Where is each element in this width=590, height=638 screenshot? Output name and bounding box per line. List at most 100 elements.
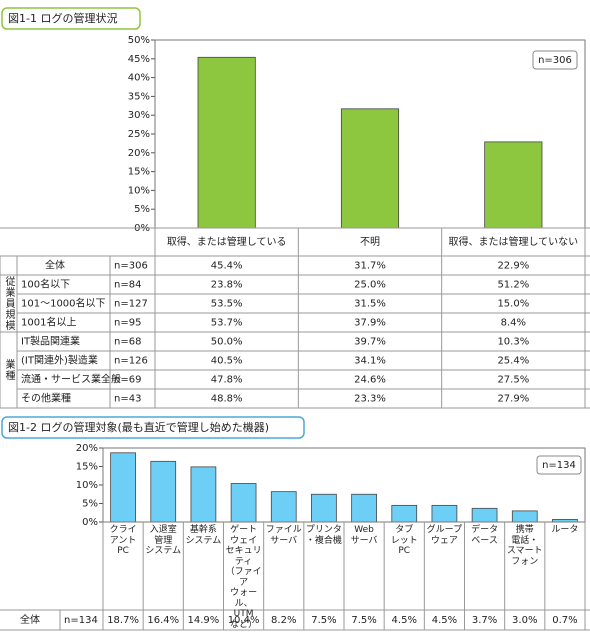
x-tick-label: クライ アント PC	[109, 525, 137, 556]
value-label: 4.5%	[432, 615, 457, 626]
x-tick-label: 入退室 管理 システム	[145, 525, 182, 556]
value-label: 18.7%	[107, 615, 139, 626]
table-cell: 25.0%	[354, 280, 386, 291]
y-tick-label: 15%	[76, 462, 98, 473]
x-tick-label: Web サーバ	[350, 525, 378, 546]
bar	[431, 504, 458, 523]
group-label: 業種	[3, 358, 15, 381]
value-label: 3.7%	[472, 615, 497, 626]
row-n: n=84	[114, 280, 141, 291]
annotation-box	[532, 50, 578, 70]
table-cell: 27.5%	[497, 375, 529, 386]
y-tick-label: 45%	[128, 54, 150, 65]
table-cell: 40.5%	[211, 356, 243, 367]
x-tick-label: ファイル サーバ	[265, 525, 302, 546]
row-n: n=306	[114, 261, 148, 272]
y-tick-label: 40%	[128, 73, 150, 84]
bar	[511, 510, 538, 523]
table-cell: 39.7%	[354, 337, 386, 348]
y-tick-label: 5%	[134, 204, 150, 215]
row-label: 全体	[45, 259, 65, 272]
x-tick-label: ゲート ウェイ セキュリ ティ （ファイア ウォール、 UTM など）	[225, 525, 262, 630]
annotation-box	[536, 455, 582, 475]
table-cell: 23.8%	[211, 280, 243, 291]
table-cell: 45.4%	[211, 261, 243, 272]
table-cell: 24.6%	[354, 375, 386, 386]
table-cell: 22.9%	[497, 261, 529, 272]
row-n: n=134	[64, 615, 98, 626]
bar	[197, 56, 256, 229]
row-label: 1001名以上	[21, 316, 76, 329]
bar	[270, 491, 297, 523]
bar	[391, 504, 418, 523]
value-label: 3.0%	[512, 615, 537, 626]
column-header: 取得、または管理している	[167, 235, 287, 248]
bar	[351, 493, 377, 523]
value-label: 8.2%	[271, 615, 296, 626]
x-tick-label: グループ ウェア	[426, 525, 463, 546]
y-tick-label: 10%	[76, 480, 98, 491]
row-label: 全体	[20, 613, 40, 626]
row-label: その他業種	[21, 392, 71, 405]
value-label: 16.4%	[147, 615, 179, 626]
table-cell: 31.5%	[354, 299, 386, 310]
table-cell: 8.4%	[501, 318, 526, 329]
table-cell: 27.9%	[497, 394, 529, 405]
bar	[110, 452, 136, 523]
bar	[340, 108, 400, 229]
x-tick-label: 携帯 電話・ スマート フォン	[506, 525, 543, 567]
y-tick-label: 30%	[128, 110, 150, 121]
x-tick-label: データ ベース	[471, 525, 499, 546]
y-tick-label: 15%	[128, 167, 150, 178]
table-cell: 53.7%	[211, 318, 243, 329]
row-label: IT製品関連業	[21, 335, 80, 348]
chart-title: 図1-2 ログの管理対象(最も直近で管理し始めた機器)	[8, 420, 269, 434]
y-tick-label: 0%	[82, 517, 98, 528]
row-n: n=126	[114, 356, 148, 367]
y-tick-label: 10%	[128, 185, 150, 196]
annotation: n=134	[542, 460, 576, 471]
annotation: n=306	[538, 55, 572, 66]
table-cell: 53.5%	[211, 299, 243, 310]
table-cell: 50.0%	[211, 337, 243, 348]
x-tick-label: タブ レット PC	[390, 525, 418, 556]
row-n: n=95	[114, 318, 141, 329]
row-n: n=127	[114, 299, 148, 310]
row-label: 流通・サービス業全般	[21, 373, 121, 386]
row-label: (IT関連外)製造業	[21, 354, 98, 367]
x-tick-label: プリンタ ・複合機	[305, 525, 342, 546]
y-tick-label: 35%	[128, 91, 150, 102]
row-n: n=69	[114, 375, 141, 386]
y-tick-label: 25%	[128, 129, 150, 140]
title-box	[1, 7, 141, 30]
table-cell: 48.8%	[211, 394, 243, 405]
y-tick-label: 5%	[82, 499, 98, 510]
bar	[311, 493, 337, 523]
row-n: n=68	[114, 337, 141, 348]
x-tick-label: ルータ	[551, 525, 579, 535]
table-cell: 47.8%	[211, 375, 243, 386]
y-tick-label: 20%	[128, 148, 150, 159]
table-cell: 37.9%	[354, 318, 386, 329]
value-label: 14.9%	[188, 615, 220, 626]
value-label: 4.5%	[392, 615, 417, 626]
bar	[190, 466, 217, 523]
table-cell: 23.3%	[354, 394, 386, 405]
bar	[230, 483, 257, 523]
row-n: n=43	[114, 394, 141, 405]
column-header: 不明	[360, 236, 380, 248]
value-label: 10.4%	[228, 615, 260, 626]
column-header: 取得、または管理していない	[448, 235, 578, 248]
row-label: 101～1000名以下	[21, 297, 106, 310]
table-cell: 34.1%	[354, 356, 386, 367]
table-cell: 51.2%	[497, 280, 529, 291]
value-label: 7.5%	[311, 615, 336, 626]
bar	[471, 507, 498, 523]
group-label: 従業員規模	[3, 275, 15, 331]
bar	[484, 141, 543, 229]
y-tick-label: 50%	[128, 35, 150, 46]
table-cell: 15.0%	[497, 299, 529, 310]
value-label: 7.5%	[351, 615, 376, 626]
